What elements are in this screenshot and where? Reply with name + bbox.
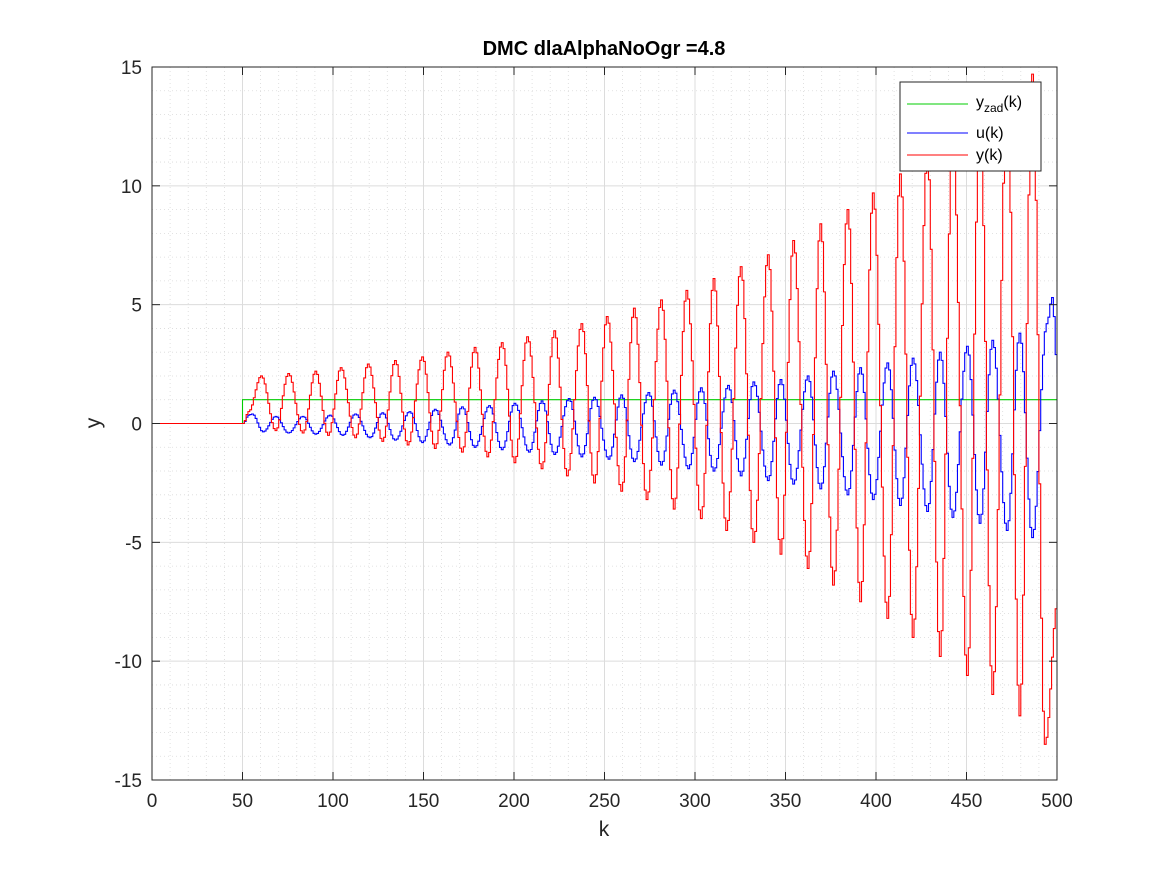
y-tick-label: 10 — [121, 177, 142, 198]
y-tick-label: -10 — [115, 652, 142, 673]
legend-label-u: u(k) — [976, 125, 1004, 142]
x-tick-label: 250 — [589, 791, 621, 812]
x-tick-label: 200 — [498, 791, 530, 812]
x-tick-label: 0 — [147, 791, 158, 812]
y-tick-label: -15 — [115, 771, 142, 792]
chart-title: DMC dlaAlphaNoOgr =4.8 — [483, 38, 726, 60]
y-tick-label: 15 — [121, 58, 142, 79]
ticks — [151, 66, 1058, 781]
legend-box — [899, 81, 1042, 172]
x-tick-label: 450 — [951, 791, 983, 812]
legend-label-yzad-main: y — [976, 94, 984, 111]
x-tick-label: 350 — [770, 791, 802, 812]
y-tick-label: -5 — [125, 533, 142, 554]
y-tick-label: 0 — [131, 415, 142, 436]
x-tick-labels: 0 50 100 150 200 250 300 350 400 450 500 — [147, 791, 1073, 812]
legend-label-yzad: yzad(k) — [976, 94, 1022, 115]
x-tick-label: 500 — [1041, 791, 1073, 812]
legend-label-yzad-suffix: (k) — [1003, 94, 1022, 111]
x-axis-label: k — [599, 818, 610, 841]
x-tick-label: 400 — [860, 791, 892, 812]
legend-label-yzad-sub: zad — [984, 101, 1003, 115]
legend-label-y: y(k) — [976, 147, 1003, 164]
y-axis-label: y — [82, 417, 105, 428]
series-line — [152, 73, 1057, 745]
y-tick-label: 5 — [131, 296, 142, 317]
x-tick-label: 100 — [317, 791, 349, 812]
series-layer — [152, 73, 1057, 745]
y-tick-labels: -15 -10 -5 0 5 10 15 — [115, 58, 142, 792]
x-tick-label: 300 — [679, 791, 711, 812]
legend: yzad(k) u(k) y(k) — [899, 81, 1042, 172]
x-tick-label: 150 — [408, 791, 440, 812]
x-tick-label: 50 — [232, 791, 253, 812]
